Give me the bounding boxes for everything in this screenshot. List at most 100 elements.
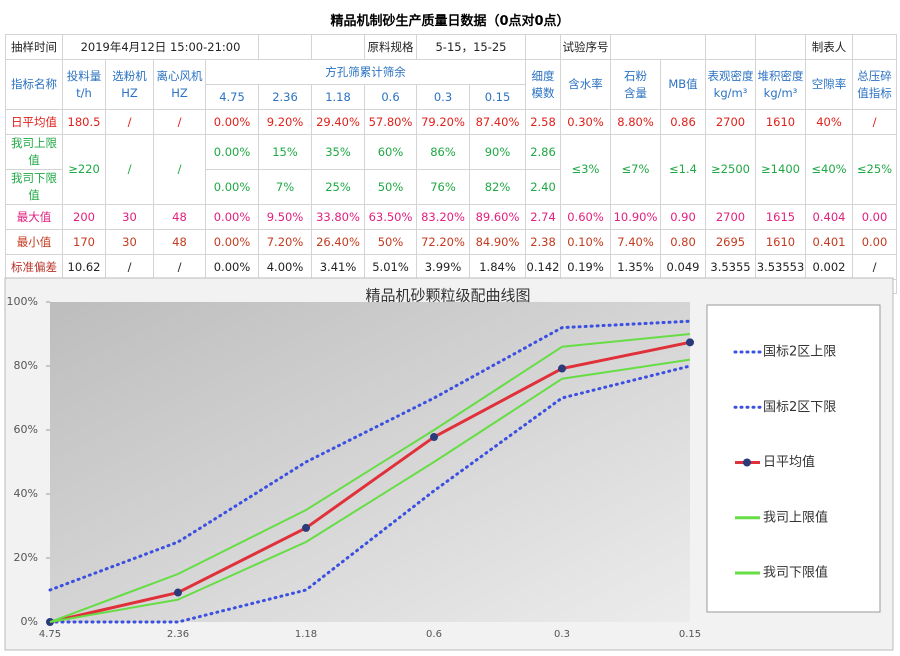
table-cell: 50%: [364, 229, 417, 255]
table-cell: 2.74: [525, 204, 561, 230]
table-cell: 原料规格: [364, 34, 417, 60]
point-marker: [558, 364, 566, 373]
table-cell: 57.80%: [364, 109, 417, 135]
table-cell: [311, 34, 365, 60]
table-cell: 48: [153, 204, 206, 230]
table-cell: 1615: [755, 204, 806, 230]
table-row: 最大值 200 30 48 0.00% 9.50% 33.80% 63.50% 83.20% 89…: [5, 204, 897, 230]
data-table: 抽样时间 2019年4月12日 15:00-21:00 原料规格 5-15，15-25…: [5, 34, 897, 294]
table-cell: 试验序号: [560, 34, 611, 60]
series-line: [48, 319, 692, 592]
table-cell: 总压碎 值指标: [852, 59, 897, 110]
table-cell: 1.84%: [469, 254, 526, 280]
table-cell: 0.80: [660, 229, 706, 255]
table-row: 我司下限值 0.00% 7% 25% 50% 76% 82% 2.40: [5, 169, 897, 205]
y-tick-label: 60%: [14, 423, 38, 436]
x-tick-label: 0.15: [679, 629, 701, 640]
table-cell: 0.00%: [205, 134, 259, 170]
table-cell: 83.20%: [416, 204, 470, 230]
table-row: 抽样时间 2019年4月12日 15:00-21:00 原料规格 5-15，15-25…: [5, 34, 897, 60]
table-cell: 90%: [469, 134, 526, 170]
series-line: [49, 333, 691, 623]
table-cell: 60%: [364, 134, 417, 170]
table-cell: 0.30%: [560, 109, 611, 135]
x-tick-label: 0.3: [554, 629, 570, 640]
table-cell: ≥2500: [705, 134, 756, 205]
table-cell: 2.40: [525, 169, 561, 205]
table-cell: 2.58: [525, 109, 561, 135]
table-cell: 0.00%: [205, 169, 259, 205]
table-cell: 0.60%: [560, 204, 611, 230]
table-cell: 50%: [364, 169, 417, 205]
table-cell: /: [852, 109, 897, 135]
table-cell: 2695: [705, 229, 756, 255]
table-cell: [258, 34, 312, 60]
table-cell: 我司上限值: [5, 134, 63, 170]
table-cell: /: [105, 134, 154, 205]
table-cell: 48: [153, 229, 206, 255]
legend-label: 我司下限值: [763, 565, 828, 581]
table-cell: 30: [105, 229, 154, 255]
table-cell: 细度 模数: [525, 59, 561, 110]
table-cell: [705, 34, 756, 60]
table-cell: ≤25%: [852, 134, 897, 205]
table-cell: 7%: [258, 169, 312, 205]
table-cell: ≥1400: [755, 134, 806, 205]
table-cell: ≤7%: [610, 134, 661, 205]
table-cell: 0.3: [416, 84, 470, 110]
table-cell: 0.6: [364, 84, 417, 110]
table-cell: 89.60%: [469, 204, 526, 230]
table-cell: [852, 34, 897, 60]
table-cell: 3.41%: [311, 254, 365, 280]
table-cell: 40%: [805, 109, 853, 135]
table-cell: 7.40%: [610, 229, 661, 255]
table-cell: 0.002: [805, 254, 853, 280]
table-cell: 0.00%: [205, 109, 259, 135]
table-row: 最小值 170 30 48 0.00% 7.20% 26.40% 50% 72.20% 84.90…: [5, 229, 897, 255]
y-tick-label: 100%: [7, 295, 38, 308]
x-tick-label: 1.18: [295, 629, 317, 640]
legend-marker: [743, 458, 751, 467]
table-cell: 选粉机 HZ: [105, 59, 154, 110]
point-marker: [430, 433, 438, 442]
table-cell: 200: [62, 204, 106, 230]
table-cell: 堆积密度 kg/m³: [755, 59, 806, 110]
table-cell: 3.99%: [416, 254, 470, 280]
table-cell: 标准偏差: [5, 254, 63, 280]
table-cell: 0.049: [660, 254, 706, 280]
table-cell: 0.86: [660, 109, 706, 135]
y-tick-label: 0%: [21, 615, 38, 628]
table-cell: 79.20%: [416, 109, 470, 135]
table-cell: 4.75: [205, 84, 259, 110]
table-cell: 5.01%: [364, 254, 417, 280]
table-cell: 10.62: [62, 254, 106, 280]
table-cell: /: [105, 109, 154, 135]
table-cell: 空隙率: [805, 59, 853, 110]
table-cell: /: [153, 254, 206, 280]
table-row: 日平均值 180.5//0.00% 9.20% 29.40% 57.80% 79.20% 8…: [5, 109, 897, 135]
y-tick-label: 20%: [14, 551, 38, 564]
table-cell: 29.40%: [311, 109, 365, 135]
table-cell: 离心风机 HZ: [153, 59, 206, 110]
table-cell: 日平均值: [5, 109, 63, 135]
table-cell: 2.36: [258, 84, 312, 110]
chart-title: 精品机砂颗粒级配曲线图: [365, 287, 530, 305]
y-tick-label: 40%: [14, 487, 38, 500]
table-cell: 表观密度 kg/m³: [705, 59, 756, 110]
table-cell: 0.90: [660, 204, 706, 230]
table-cell: 84.90%: [469, 229, 526, 255]
table-cell: 石粉 含量: [610, 59, 661, 110]
table-cell: 82%: [469, 169, 526, 205]
point-marker: [174, 588, 182, 597]
table-cell: 最大值: [5, 204, 63, 230]
legend-label: 国标2区下限: [763, 400, 836, 415]
table-cell: /: [153, 109, 206, 135]
table-cell: 最小值: [5, 229, 63, 255]
table-cell: 170: [62, 229, 106, 255]
table-cell: 0.10%: [560, 229, 611, 255]
table-cell: 86%: [416, 134, 470, 170]
table-cell: 投料量 t/h: [62, 59, 106, 110]
table-cell: 1610: [755, 229, 806, 255]
report-title: 精品机制砂生产质量日数据（0点对0点）: [330, 14, 570, 29]
